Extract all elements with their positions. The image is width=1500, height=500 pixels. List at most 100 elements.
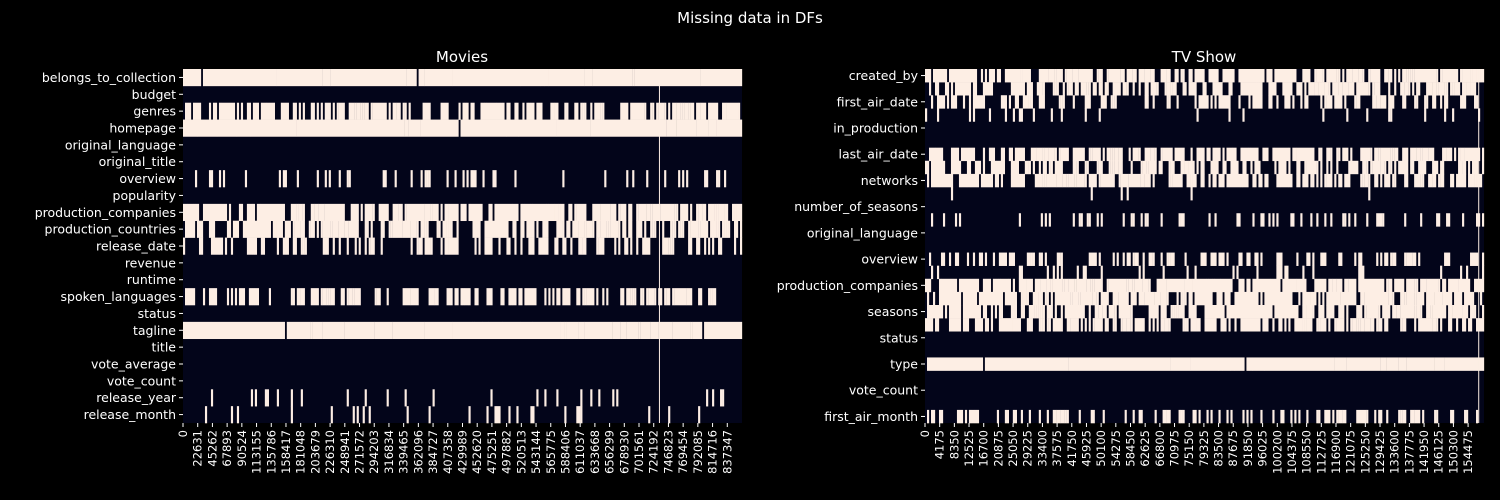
movies-missing-cell xyxy=(578,321,585,340)
movies-missing-cell xyxy=(500,102,503,120)
movies-missing-cell xyxy=(292,237,297,255)
tvshow-missing-cell xyxy=(1114,147,1119,162)
tvshow-missing-cell xyxy=(1176,291,1179,306)
tvshow-missing-cell xyxy=(1306,409,1309,424)
tvshow-missing-cell xyxy=(1362,160,1367,175)
movies-missing-cell xyxy=(598,389,601,407)
tvshow-missing-cell xyxy=(1344,213,1347,227)
movies-missing-cell xyxy=(690,220,699,238)
tvshow-missing-cell xyxy=(956,69,964,83)
movies-missing-cell xyxy=(198,220,204,238)
movies-missing-cell xyxy=(598,237,605,255)
tvshow-missing-cell xyxy=(1324,82,1329,96)
movies-missing-cell xyxy=(210,237,220,255)
tvshow-missing-cell xyxy=(1476,213,1481,227)
tvshow-missing-cell xyxy=(1234,318,1237,332)
movies-missing-cell xyxy=(552,288,555,306)
tvshow-missing-cell xyxy=(1224,318,1227,332)
tvshow-missing-cell xyxy=(1160,69,1167,83)
movies-missing-cell xyxy=(544,288,547,306)
tvshow-missing-cell xyxy=(1166,278,1185,293)
movies-missing-cell xyxy=(484,102,487,120)
movies-missing-cell xyxy=(686,288,693,306)
tvshow-missing-cell xyxy=(954,69,958,83)
movies-missing-cell xyxy=(386,389,389,407)
tvshow-missing-cell xyxy=(980,95,986,109)
movies-missing-cell xyxy=(546,203,549,222)
tvshow-missing-cell xyxy=(1008,95,1011,109)
tvshow-missing-cell xyxy=(1264,318,1267,332)
tvshow-missing-cell xyxy=(1296,278,1307,293)
tvshow-missing-cell xyxy=(1318,82,1325,96)
tvshow-missing-cell xyxy=(1348,160,1359,175)
tvshow-missing-cell xyxy=(934,318,940,332)
movies-missing-cell xyxy=(718,237,723,255)
movies-x-tick-label: 452620 xyxy=(470,430,484,474)
movies-missing-cell xyxy=(640,321,651,340)
movies-y-tick-label: release_year xyxy=(96,390,177,405)
tvshow-missing-cell xyxy=(1242,291,1247,306)
tvshow-missing-cell xyxy=(948,69,956,83)
tvshow-missing-cell xyxy=(1076,265,1079,280)
tvshow-missing-cell xyxy=(1168,252,1171,266)
tvshow-missing-cell xyxy=(930,160,934,175)
movies-missing-cell xyxy=(260,102,267,120)
tvshow-missing-cell xyxy=(1064,305,1085,319)
movies-missing-cell xyxy=(488,203,493,222)
tvshow-missing-cell xyxy=(1272,291,1275,306)
tvshow-missing-cell xyxy=(1026,82,1033,96)
tvshow-missing-cell xyxy=(1076,278,1087,293)
tvshow-missing-cell xyxy=(1482,147,1485,162)
movies-missing-cell xyxy=(594,102,601,120)
tvshow-missing-cell xyxy=(1088,147,1091,162)
movies-missing-cell xyxy=(252,203,256,222)
tvshow-missing-cell xyxy=(1380,147,1391,162)
tvshow-missing-cell xyxy=(1440,160,1445,175)
tvshow-missing-cell xyxy=(1414,95,1417,109)
tvshow-missing-cell xyxy=(1142,278,1149,293)
tvshow-missing-cell xyxy=(1238,95,1241,109)
tvshow-missing-cell xyxy=(1458,160,1463,175)
tvshow-missing-cell xyxy=(1288,173,1291,188)
tvshow-missing-cell xyxy=(1188,291,1193,306)
tvshow-missing-cell xyxy=(928,278,932,293)
movies-missing-cell xyxy=(554,237,557,255)
movies-missing-cell xyxy=(620,321,627,340)
movies-missing-cell xyxy=(322,220,331,238)
movies-missing-cell xyxy=(726,220,729,238)
tvshow-missing-cell xyxy=(1208,147,1211,162)
tvshow-missing-cell xyxy=(1470,252,1479,266)
tvshow-missing-cell xyxy=(1468,318,1473,332)
movies-x-tick-label: 67893 xyxy=(220,430,234,467)
tvshow-missing-cell xyxy=(1420,147,1423,162)
tvshow-missing-cell xyxy=(1274,69,1287,83)
tvshow-missing-cell xyxy=(1208,173,1211,188)
movies-missing-cell xyxy=(494,203,497,222)
tvshow-missing-cell xyxy=(1186,173,1191,188)
tvshow-missing-cell xyxy=(1126,187,1129,201)
tvshow-missing-cell xyxy=(1306,318,1313,332)
tvshow-missing-cell xyxy=(1226,147,1233,162)
movies-missing-cell xyxy=(606,220,609,238)
tvshow-missing-cell xyxy=(925,160,928,175)
movies-missing-cell xyxy=(654,220,657,238)
movies-heatmap-row xyxy=(194,170,727,188)
movies-missing-cell xyxy=(734,203,737,222)
movies-missing-cell xyxy=(324,170,327,188)
tvshow-missing-cell xyxy=(1060,108,1063,122)
movies-missing-cell xyxy=(556,237,559,255)
movies-missing-cell xyxy=(566,321,579,340)
movies-x-tick-label: 226310 xyxy=(323,430,337,474)
tvshow-missing-cell xyxy=(1000,147,1004,162)
movies-missing-cell xyxy=(706,389,709,407)
movies-missing-cell xyxy=(526,288,537,306)
tvshow-missing-cell xyxy=(1284,265,1287,280)
tvshow-missing-cell xyxy=(1346,108,1349,122)
tvshow-missing-cell xyxy=(1394,278,1405,293)
tvshow-missing-cell xyxy=(1286,69,1293,83)
tvshow-missing-cell xyxy=(1102,409,1105,424)
movies-missing-cell xyxy=(260,237,264,255)
tvshow-missing-cell xyxy=(1040,318,1043,332)
tvshow-missing-cell xyxy=(1056,173,1063,188)
tvshow-missing-cell xyxy=(1182,82,1187,96)
